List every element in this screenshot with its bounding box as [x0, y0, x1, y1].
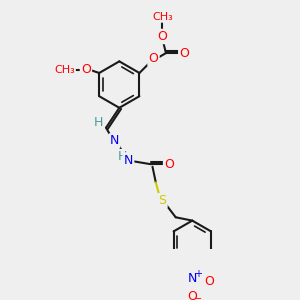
Text: O: O [164, 158, 174, 171]
Text: N: N [188, 272, 197, 285]
Text: N: N [124, 154, 133, 166]
Text: +: + [194, 269, 202, 279]
Text: O: O [148, 52, 158, 65]
Text: −: − [194, 294, 202, 300]
Text: N: N [110, 134, 119, 148]
Text: O: O [204, 275, 214, 289]
Text: O: O [188, 290, 197, 300]
Text: H: H [118, 150, 127, 163]
Text: CH₃: CH₃ [54, 65, 75, 75]
Text: CH₃: CH₃ [152, 12, 173, 22]
Text: H: H [94, 116, 103, 129]
Text: O: O [81, 63, 91, 76]
Text: S: S [158, 194, 166, 207]
Text: O: O [179, 46, 189, 60]
Text: O: O [157, 30, 167, 43]
